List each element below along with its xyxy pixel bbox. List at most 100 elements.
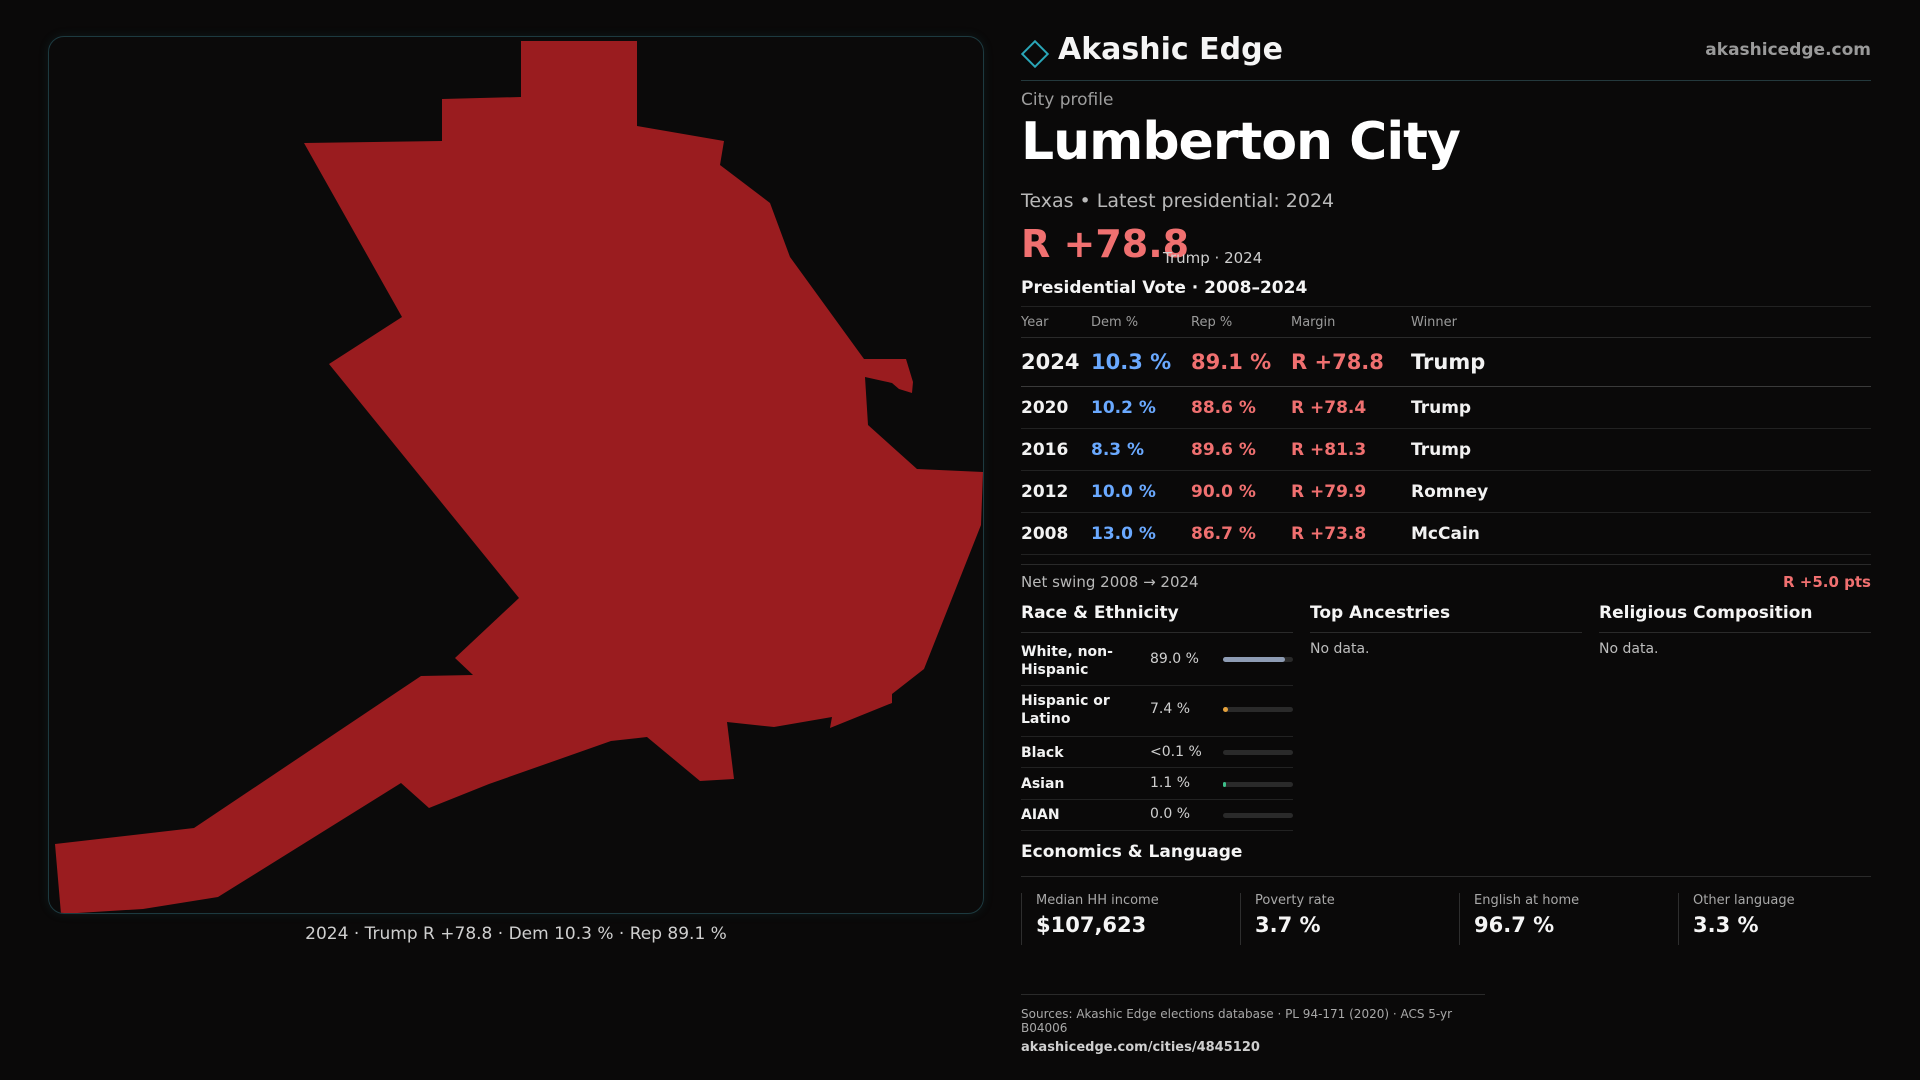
race-section-title: Race & Ethnicity	[1021, 600, 1293, 633]
race-bar-fill	[1223, 782, 1226, 787]
cell-rep: 89.1 %	[1191, 337, 1291, 387]
map-caption: 2024 · Trump R +78.8 · Dem 10.3 % · Rep …	[305, 924, 727, 944]
race-bar-fill	[1223, 707, 1229, 712]
sources-footer: Sources: Akashic Edge elections database…	[1021, 994, 1485, 1055]
diamond-icon	[1020, 39, 1050, 69]
table-row: 2016 8.3 % 89.6 % R +81.3 Trump	[1021, 428, 1871, 471]
race-bar-fill	[1223, 657, 1286, 662]
cell-margin: R +78.8	[1291, 337, 1411, 387]
race-label: Asian	[1021, 776, 1065, 792]
col-header-year: Year	[1021, 306, 1091, 338]
cell-winner: Trump	[1411, 386, 1871, 429]
ancestries-section: Top Ancestries No data.	[1310, 600, 1582, 657]
econ-value: $107,623	[1036, 913, 1147, 937]
city-boundary-shape[interactable]	[55, 41, 983, 914]
race-bar-track	[1223, 813, 1293, 818]
cell-year: 2024	[1021, 337, 1091, 387]
page-kicker: City profile	[1021, 90, 1114, 110]
econ-card-poverty: Poverty rate 3.7 %	[1240, 893, 1451, 945]
city-boundary-map[interactable]	[49, 37, 984, 914]
vote-table: Year Dem % Rep % Margin Winner 2024 10.3…	[1021, 306, 1871, 555]
race-section: Race & Ethnicity White, non-Hispanic 89.…	[1021, 600, 1293, 831]
race-row: Hispanic or Latino 7.4 %	[1021, 686, 1293, 737]
race-bar-track	[1223, 750, 1293, 755]
econ-label: English at home	[1474, 893, 1580, 908]
race-row: Black <0.1 %	[1021, 737, 1293, 768]
cell-dem: 13.0 %	[1091, 512, 1191, 555]
cell-rep: 89.6 %	[1191, 428, 1291, 471]
sources-text: Sources: Akashic Edge elections database…	[1021, 1007, 1453, 1035]
religion-section: Religious Composition No data.	[1599, 600, 1871, 657]
cell-year: 2020	[1021, 386, 1091, 429]
race-label: White, non-Hispanic	[1021, 644, 1113, 678]
race-bar-track	[1223, 707, 1293, 712]
race-label: AIAN	[1021, 807, 1060, 823]
race-bar-track	[1223, 657, 1293, 662]
econ-card-english: English at home 96.7 %	[1459, 893, 1670, 945]
cell-margin: R +79.9	[1291, 470, 1411, 513]
page-title: Lumberton City	[1021, 112, 1461, 172]
cell-year: 2016	[1021, 428, 1091, 471]
ancestries-empty-state: No data.	[1310, 641, 1370, 657]
brand-url[interactable]: akashicedge.com	[1705, 40, 1871, 60]
race-row: White, non-Hispanic 89.0 %	[1021, 633, 1293, 686]
col-header-margin: Margin	[1291, 306, 1411, 338]
cell-winner: McCain	[1411, 512, 1871, 555]
cell-margin: R +78.4	[1291, 386, 1411, 429]
headline-margin: R +78.8	[1021, 222, 1190, 266]
table-row: 2008 13.0 % 86.7 % R +73.8 McCain	[1021, 512, 1871, 555]
cell-dem: 8.3 %	[1091, 428, 1191, 471]
brand-header: Akashic Edge akashicedge.com	[1020, 30, 1871, 81]
cell-year: 2012	[1021, 470, 1091, 513]
econ-card-income: Median HH income $107,623	[1021, 893, 1232, 945]
brand-name[interactable]: Akashic Edge	[1058, 32, 1283, 67]
cell-winner: Trump	[1411, 428, 1871, 471]
race-value: <0.1 %	[1150, 744, 1202, 760]
religion-empty-state: No data.	[1599, 641, 1659, 657]
econ-value: 96.7 %	[1474, 913, 1555, 937]
cell-dem: 10.2 %	[1091, 386, 1191, 429]
econ-value: 3.7 %	[1255, 913, 1321, 937]
race-value: 7.4 %	[1150, 701, 1191, 717]
col-header-rep: Rep %	[1191, 306, 1291, 338]
cell-rep: 90.0 %	[1191, 470, 1291, 513]
headline-note: Trump · 2024	[1163, 249, 1263, 267]
table-row: 2024 10.3 % 89.1 % R +78.8 Trump	[1021, 337, 1871, 387]
page-url-link[interactable]: akashicedge.com/cities/4845120	[1021, 1040, 1260, 1055]
ancestries-section-title: Top Ancestries	[1310, 600, 1582, 633]
cell-dem: 10.3 %	[1091, 337, 1191, 387]
net-swing-value: R +5.0 pts	[1783, 573, 1871, 591]
table-row: 2012 10.0 % 90.0 % R +79.9 Romney	[1021, 470, 1871, 513]
econ-card-other-language: Other language 3.3 %	[1678, 893, 1889, 945]
race-value: 0.0 %	[1150, 806, 1191, 822]
net-swing-row: Net swing 2008 → 2024 R +5.0 pts	[1021, 564, 1871, 601]
race-label: Hispanic or Latino	[1021, 693, 1110, 727]
col-header-winner: Winner	[1411, 306, 1871, 338]
cell-margin: R +81.3	[1291, 428, 1411, 471]
economics-section-title: Economics & Language	[1021, 842, 1871, 877]
race-label: Black	[1021, 745, 1064, 761]
map-panel[interactable]	[48, 36, 984, 914]
race-bar-track	[1223, 782, 1293, 787]
race-row: Asian 1.1 %	[1021, 768, 1293, 800]
econ-label: Poverty rate	[1255, 893, 1335, 908]
race-value: 1.1 %	[1150, 775, 1191, 791]
page-subtitle: Texas • Latest presidential: 2024	[1021, 190, 1335, 212]
cell-winner: Romney	[1411, 470, 1871, 513]
religion-section-title: Religious Composition	[1599, 600, 1871, 633]
cell-margin: R +73.8	[1291, 512, 1411, 555]
cell-winner: Trump	[1411, 337, 1871, 387]
race-value: 89.0 %	[1150, 651, 1199, 667]
net-swing-label: Net swing 2008 → 2024	[1021, 573, 1199, 591]
cell-rep: 88.6 %	[1191, 386, 1291, 429]
col-header-dem: Dem %	[1091, 306, 1191, 338]
econ-value: 3.3 %	[1693, 913, 1759, 937]
econ-label: Median HH income	[1036, 893, 1159, 908]
vote-section-title: Presidential Vote · 2008–2024	[1021, 278, 1308, 298]
table-header-row: Year Dem % Rep % Margin Winner	[1021, 306, 1871, 338]
cell-rep: 86.7 %	[1191, 512, 1291, 555]
table-row: 2020 10.2 % 88.6 % R +78.4 Trump	[1021, 386, 1871, 429]
race-row: AIAN 0.0 %	[1021, 800, 1293, 831]
econ-label: Other language	[1693, 893, 1795, 908]
cell-year: 2008	[1021, 512, 1091, 555]
